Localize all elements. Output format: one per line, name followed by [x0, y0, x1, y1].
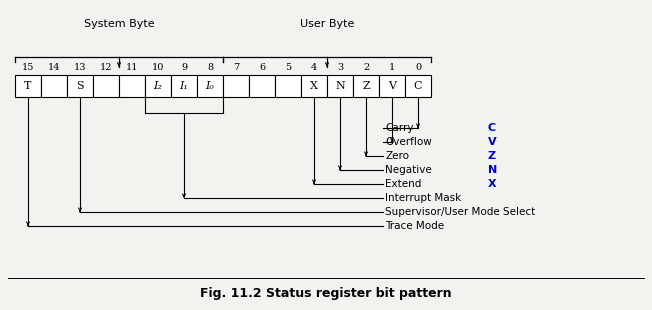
Bar	[405, 75, 431, 97]
Text: 4: 4	[311, 63, 317, 72]
Text: 10: 10	[152, 63, 164, 72]
Text: Interrupt Mask: Interrupt Mask	[385, 193, 461, 203]
Text: Z: Z	[488, 151, 496, 161]
Bar	[327, 75, 353, 97]
Bar	[119, 75, 145, 97]
Text: I₀: I₀	[205, 81, 215, 91]
Text: Overflow: Overflow	[385, 137, 432, 147]
Text: 12: 12	[100, 63, 112, 72]
Text: Carry: Carry	[385, 123, 413, 133]
Bar	[223, 75, 249, 97]
Text: System Byte: System Byte	[83, 19, 155, 29]
Bar	[145, 75, 171, 97]
Bar	[301, 75, 327, 97]
Text: I₁: I₁	[179, 81, 188, 91]
Text: Trace Mode: Trace Mode	[385, 221, 444, 231]
Text: N: N	[488, 165, 497, 175]
Text: 9: 9	[181, 63, 187, 72]
Text: 11: 11	[126, 63, 138, 72]
Text: 5: 5	[285, 63, 291, 72]
Text: X: X	[488, 179, 497, 189]
Text: 3: 3	[337, 63, 343, 72]
Text: 13: 13	[74, 63, 86, 72]
Text: 14: 14	[48, 63, 60, 72]
Bar	[171, 75, 197, 97]
Bar	[275, 75, 301, 97]
Text: V: V	[488, 137, 497, 147]
Text: User Byte: User Byte	[300, 19, 354, 29]
Bar	[93, 75, 119, 97]
Text: Negative: Negative	[385, 165, 432, 175]
Bar	[67, 75, 93, 97]
Text: C: C	[488, 123, 496, 133]
Text: 2: 2	[363, 63, 369, 72]
Text: Z: Z	[363, 81, 370, 91]
Text: C: C	[414, 81, 422, 91]
Bar	[41, 75, 67, 97]
Text: 1: 1	[389, 63, 395, 72]
Text: 7: 7	[233, 63, 239, 72]
Bar	[249, 75, 275, 97]
Text: S: S	[76, 81, 84, 91]
Text: 8: 8	[207, 63, 213, 72]
Text: Zero: Zero	[385, 151, 409, 161]
Bar	[353, 75, 379, 97]
Text: N: N	[335, 81, 345, 91]
Text: 0: 0	[415, 63, 421, 72]
Text: Fig. 11.2 Status register bit pattern: Fig. 11.2 Status register bit pattern	[200, 286, 452, 299]
Text: Supervisor/User Mode Select: Supervisor/User Mode Select	[385, 207, 535, 217]
Text: I₂: I₂	[154, 81, 162, 91]
Text: Extend: Extend	[385, 179, 421, 189]
Bar	[15, 75, 41, 97]
Text: X: X	[310, 81, 318, 91]
Bar	[379, 75, 405, 97]
Text: T: T	[24, 81, 32, 91]
Bar	[197, 75, 223, 97]
Text: 6: 6	[259, 63, 265, 72]
Text: 15: 15	[22, 63, 34, 72]
Text: V: V	[388, 81, 396, 91]
